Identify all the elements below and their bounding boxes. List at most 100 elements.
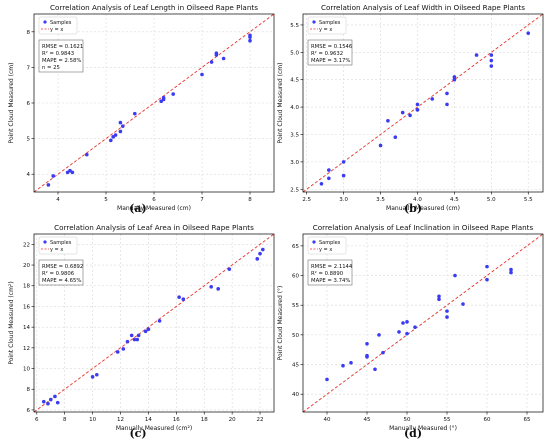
data-point xyxy=(453,273,457,278)
data-point xyxy=(209,284,214,289)
y-tick-label: 4.5 xyxy=(290,78,299,84)
y-tick-label: 22 xyxy=(23,242,30,248)
stats-frame xyxy=(38,39,84,73)
data-point xyxy=(430,97,435,101)
legend-box xyxy=(307,236,347,255)
stats-line: RMSE = 0.1621 xyxy=(42,44,83,50)
data-point xyxy=(445,91,449,96)
chart-title: Correlation Analysis of Leaf Area in Oil… xyxy=(54,223,254,232)
x-tick-label: 20 xyxy=(229,417,236,423)
data-point xyxy=(221,56,226,61)
x-tick-label: 10 xyxy=(89,417,96,423)
y-axis-label: Point Cloud Measured (cm) xyxy=(277,63,284,144)
data-point xyxy=(341,173,346,178)
data-point xyxy=(133,111,137,116)
data-point xyxy=(113,133,118,137)
data-point xyxy=(227,267,232,271)
y-tick-label: 45 xyxy=(292,363,299,369)
y-tick-label: 8 xyxy=(27,387,31,393)
y-tick-label: 4 xyxy=(27,172,31,178)
data-point xyxy=(341,363,345,368)
data-point xyxy=(445,102,449,107)
x-tick-label: 6 xyxy=(35,417,39,423)
y-tick-label: 10 xyxy=(23,367,30,373)
data-point xyxy=(177,295,181,299)
y-tick-label: 5.5 xyxy=(290,23,299,29)
panel-label: (c) xyxy=(129,427,146,440)
x-tick-label: 4.5 xyxy=(450,197,459,203)
stats-frame xyxy=(307,259,353,286)
data-point xyxy=(461,302,465,306)
y-axis-label: Point Cloud Measured (cm²) xyxy=(8,281,15,364)
x-tick-label: 45 xyxy=(364,417,371,423)
y-tick-label: 12 xyxy=(23,346,30,352)
legend-label-samples: Samples xyxy=(50,20,72,26)
data-point xyxy=(129,333,134,338)
data-point xyxy=(437,297,441,302)
data-point xyxy=(157,319,162,323)
x-tick-label: 50 xyxy=(404,417,411,423)
data-point xyxy=(109,138,113,143)
data-point xyxy=(46,401,50,406)
y-tick-label: 6 xyxy=(27,101,31,107)
data-point xyxy=(415,108,420,112)
data-point xyxy=(327,168,331,172)
data-point xyxy=(377,333,381,337)
data-point xyxy=(526,31,531,35)
x-tick-label: 5.5 xyxy=(524,197,533,203)
stats-line: RMSE = 0.6892 xyxy=(42,264,83,270)
data-point xyxy=(135,337,140,342)
x-tick-label: 8 xyxy=(63,417,67,423)
x-tick-label: 55 xyxy=(444,417,451,423)
data-point xyxy=(248,38,252,43)
data-point xyxy=(171,92,175,96)
x-tick-label: 22 xyxy=(257,417,264,423)
data-point xyxy=(136,333,141,338)
stats-line: MAPE = 3.74% xyxy=(311,278,350,284)
data-point xyxy=(474,53,479,57)
y-tick-label: 3.0 xyxy=(290,160,299,166)
y-tick-label: 8 xyxy=(27,30,31,36)
data-point xyxy=(121,124,125,128)
plot-frame xyxy=(302,13,544,193)
data-point xyxy=(413,325,417,329)
panel-label: (b) xyxy=(404,202,422,215)
y-tick-label: 40 xyxy=(292,392,299,398)
stats-line: RMSE = 2.1144 xyxy=(311,264,353,270)
data-point xyxy=(373,367,377,372)
x-tick-label: 18 xyxy=(201,417,208,423)
data-point xyxy=(485,277,489,282)
y-axis-label: Point Cloud Measured (cm) xyxy=(8,63,15,144)
data-point xyxy=(325,377,329,382)
data-point xyxy=(255,257,260,261)
data-point xyxy=(46,183,51,187)
y-tick-label: 18 xyxy=(23,284,30,290)
y-tick-label: 50 xyxy=(292,333,299,339)
data-point xyxy=(181,297,186,301)
data-point xyxy=(489,58,494,63)
x-axis-label: Manually Measured (cm) xyxy=(386,205,460,212)
data-point xyxy=(132,337,137,342)
x-tick-label: 4.0 xyxy=(413,197,422,203)
x-axis-label: Manually Measured (°) xyxy=(389,425,457,432)
panel-label: (d) xyxy=(404,427,422,440)
data-point xyxy=(445,315,449,319)
x-tick-label: 5 xyxy=(104,197,108,203)
x-tick-label: 12 xyxy=(117,417,124,423)
data-point xyxy=(115,350,120,354)
data-point xyxy=(349,360,353,365)
data-point xyxy=(70,170,75,175)
data-point xyxy=(209,60,214,64)
legend-label-yx: y = x xyxy=(50,247,63,253)
data-point xyxy=(393,135,398,140)
stats-line: RMSE = 0.1546 xyxy=(311,44,353,50)
data-point xyxy=(489,64,494,68)
stats-line: R² = 0.9806 xyxy=(42,270,75,277)
panel-label: (a) xyxy=(129,202,147,215)
data-point xyxy=(445,309,449,313)
chart-title: Correlation Analysis of Leaf Width in Oi… xyxy=(321,3,525,12)
